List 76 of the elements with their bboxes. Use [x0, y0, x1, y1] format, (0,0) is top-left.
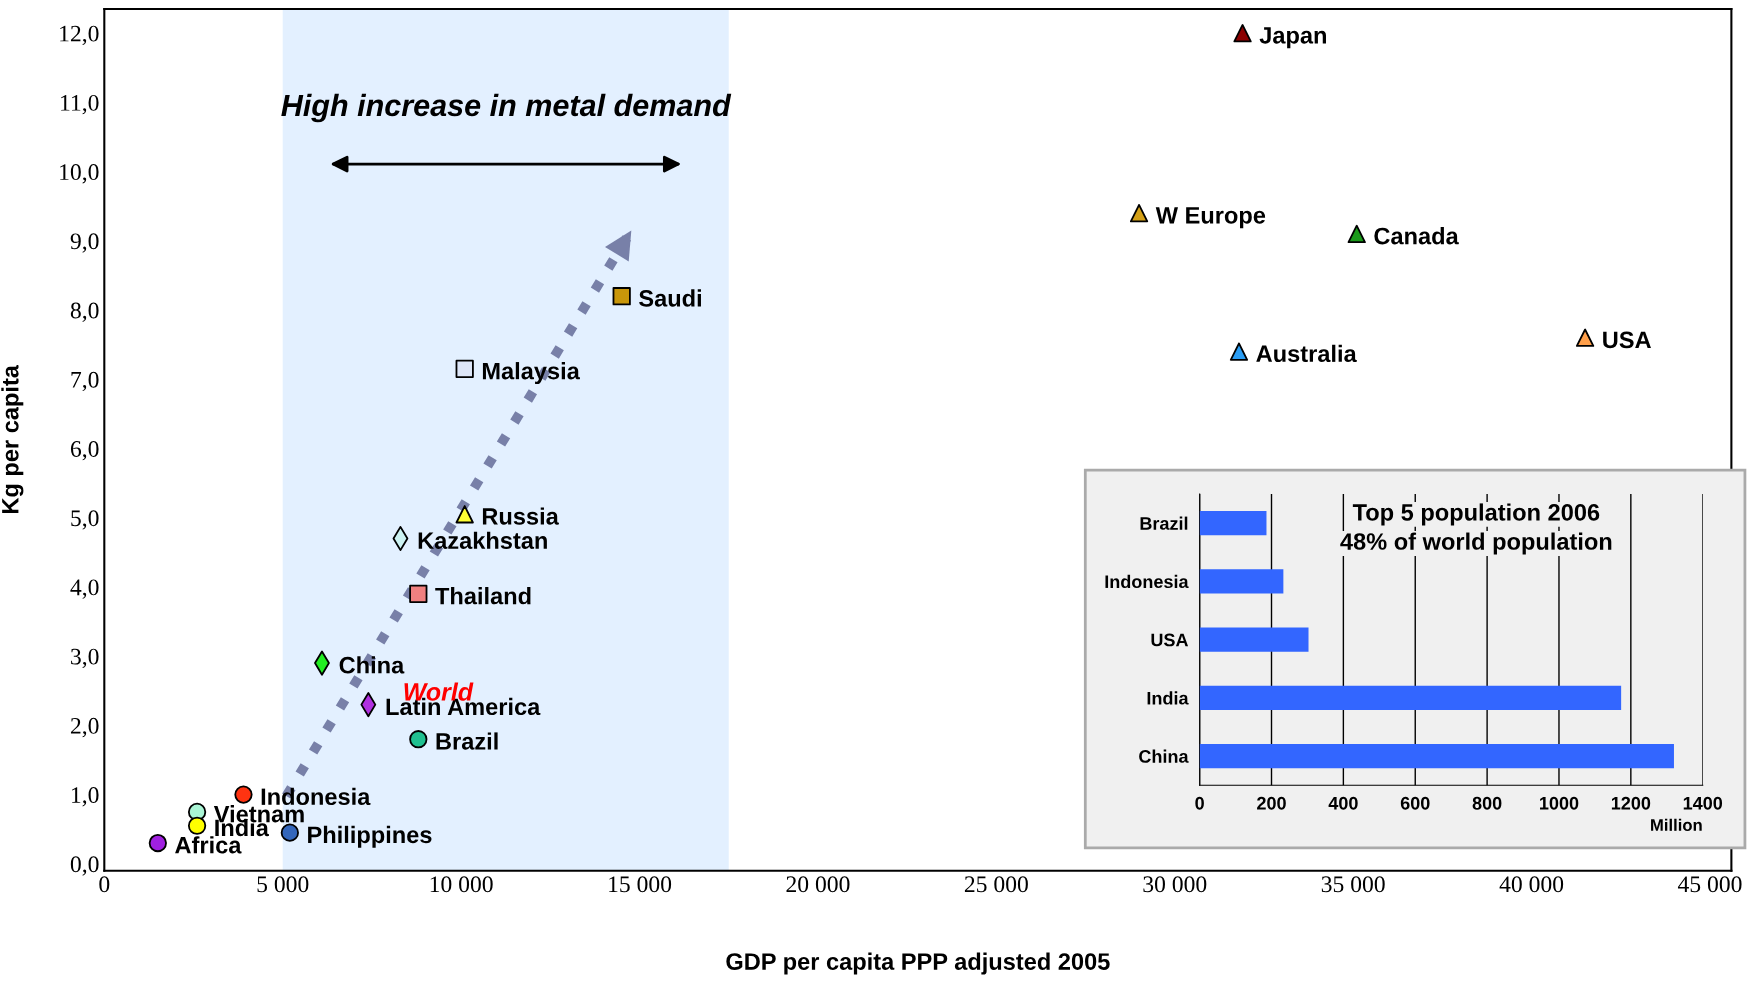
series-label: Canada [1374, 227, 1459, 245]
x-tick-label: 800 [1472, 796, 1502, 810]
point [612, 287, 631, 306]
x-tick-label: 400 [1328, 796, 1358, 810]
text: 48% of world population [1340, 532, 1612, 555]
point [455, 505, 474, 524]
y-tick-label: 10,0 [60, 164, 99, 184]
x-tick-label: 45 000 [1677, 876, 1742, 893]
point [280, 823, 299, 842]
series-label: Thailand [435, 587, 531, 605]
y-tick-label: 7,0 [71, 371, 99, 392]
series-label: Saudi [639, 289, 701, 307]
y-tick-label: 3,0 [71, 648, 99, 668]
x-axis-title: GDP per capita PPP adjusted 2005 [726, 952, 1110, 975]
x-tick-label: 35 000 [1321, 876, 1385, 893]
x-tick-label: 1400 [1683, 796, 1723, 810]
bar [1199, 627, 1309, 652]
x-tick-label: 1200 [1611, 796, 1651, 810]
y-tick-label: 8,0 [70, 302, 99, 322]
point [409, 584, 428, 603]
band-label: High increase in metal demand [281, 93, 732, 123]
series-label: China [339, 656, 405, 674]
y-tick-label: USA [1151, 633, 1189, 647]
y-tick-label: 4,0 [70, 579, 99, 599]
x-tick-label: 10 000 [430, 876, 493, 893]
series-label: Malaysia [482, 362, 580, 385]
bar [1199, 743, 1674, 769]
y-tick-label: Brazil [1140, 516, 1188, 530]
point [1347, 224, 1366, 244]
chart-title: Top 5 population 2006 [1352, 503, 1600, 526]
x-tick-label: 25 000 [964, 876, 1028, 893]
point [1229, 342, 1249, 361]
bar [1199, 510, 1267, 536]
series-label: USA [1603, 331, 1651, 349]
x-axis-title: Million [1651, 818, 1702, 831]
point [455, 359, 474, 379]
y-tick-label: 2,0 [70, 717, 99, 738]
point [1233, 24, 1252, 43]
point [1129, 204, 1149, 223]
point [409, 730, 428, 749]
series-label: Indonesia [261, 787, 371, 806]
y-tick-label: 1,0 [72, 787, 99, 807]
series-label: W Europe [1155, 207, 1266, 229]
y-tick-label: 0,0 [70, 856, 99, 876]
y-tick-label: 5,0 [71, 510, 99, 530]
point [148, 833, 167, 853]
y-tick-label: 9,0 [70, 233, 99, 253]
y-axis-title: Kg per capita [1, 364, 24, 514]
y-tick-label: 12,0 [60, 25, 99, 45]
y-tick-label: 6,0 [70, 440, 99, 461]
point [234, 785, 253, 804]
series-label: Africa [175, 836, 242, 854]
series-label: Japan [1259, 27, 1326, 49]
x-tick-label: 600 [1400, 796, 1430, 810]
series-label: Philippines [308, 825, 432, 848]
bar [1199, 569, 1284, 594]
point [187, 816, 207, 835]
y-tick-label: Indonesia [1105, 574, 1189, 589]
x-tick-label: 0 [1195, 796, 1204, 810]
y-tick-label: 11,0 [61, 94, 99, 115]
x-tick-label: 1000 [1540, 796, 1579, 810]
bar [1199, 685, 1622, 711]
y-tick-label: India [1147, 691, 1189, 705]
point [1575, 328, 1595, 347]
x-tick-label: 200 [1257, 796, 1286, 810]
x-tick-label: 0 [99, 876, 110, 893]
series-label: Australia [1256, 344, 1357, 363]
series-label: Kazakhstan [418, 531, 547, 549]
x-tick-label: 15 000 [609, 876, 672, 893]
x-tick-label: 30 000 [1143, 876, 1207, 893]
x-tick-label: 40 000 [1499, 876, 1564, 893]
series-label: Brazil [436, 732, 498, 750]
series-label: Russia [482, 507, 559, 525]
x-tick-label: 20 000 [786, 876, 850, 893]
x-tick-label: 5 000 [257, 876, 309, 893]
y-tick-label: China [1139, 749, 1189, 763]
